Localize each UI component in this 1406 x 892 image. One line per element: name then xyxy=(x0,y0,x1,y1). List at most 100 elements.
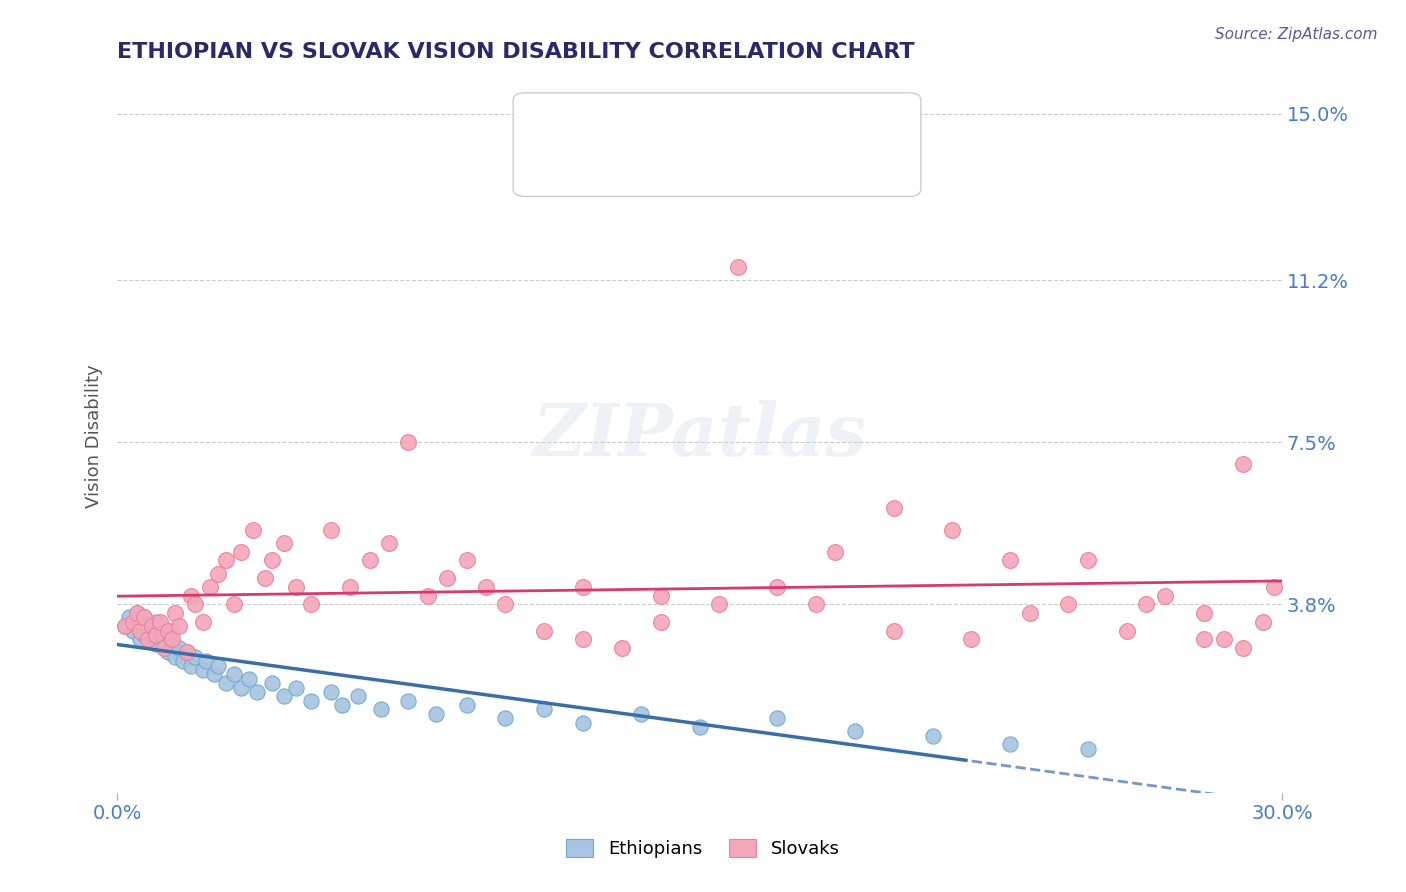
Point xyxy=(347,690,370,704)
Point xyxy=(1057,597,1080,611)
Point xyxy=(456,698,478,712)
Point xyxy=(231,545,253,559)
Point xyxy=(630,706,652,721)
Point xyxy=(766,711,789,725)
Point xyxy=(533,624,555,638)
Point xyxy=(396,435,419,450)
Point xyxy=(215,676,238,690)
Point xyxy=(436,571,458,585)
Point xyxy=(650,615,672,629)
Text: ZIPatlas: ZIPatlas xyxy=(533,401,866,471)
Point xyxy=(125,606,148,620)
Point xyxy=(1077,742,1099,756)
Point xyxy=(114,619,136,633)
Point xyxy=(1135,597,1157,611)
Point xyxy=(215,553,238,567)
Point xyxy=(883,624,905,638)
Point xyxy=(1232,457,1254,471)
Point xyxy=(136,632,159,647)
Point xyxy=(610,641,633,656)
Text: Source: ZipAtlas.com: Source: ZipAtlas.com xyxy=(1215,27,1378,42)
Point xyxy=(141,619,163,633)
Point xyxy=(456,553,478,567)
Point xyxy=(299,694,322,708)
Point xyxy=(172,654,194,668)
Point xyxy=(176,645,198,659)
Point xyxy=(176,645,198,659)
Point xyxy=(359,553,381,567)
Point xyxy=(998,553,1021,567)
Point xyxy=(533,702,555,716)
Point xyxy=(425,706,447,721)
Point xyxy=(253,571,276,585)
Point xyxy=(149,624,172,638)
Point xyxy=(824,545,846,559)
Point xyxy=(262,553,284,567)
Point xyxy=(136,624,159,638)
Text: ETHIOPIAN VS SLOVAK VISION DISABILITY CORRELATION CHART: ETHIOPIAN VS SLOVAK VISION DISABILITY CO… xyxy=(117,42,915,62)
Point xyxy=(114,619,136,633)
Point xyxy=(804,597,827,611)
Point xyxy=(160,632,183,647)
Point xyxy=(152,641,174,656)
Point xyxy=(416,589,439,603)
Point xyxy=(572,715,595,730)
Point xyxy=(650,589,672,603)
Point xyxy=(169,641,191,656)
Point xyxy=(339,580,361,594)
Point xyxy=(191,615,214,629)
Point xyxy=(319,685,342,699)
Point xyxy=(319,523,342,537)
Point xyxy=(998,738,1021,752)
Point xyxy=(1251,615,1274,629)
Point xyxy=(165,606,187,620)
Point xyxy=(273,536,295,550)
Point xyxy=(207,658,229,673)
Point xyxy=(246,685,269,699)
Legend: Ethiopians, Slovaks: Ethiopians, Slovaks xyxy=(560,831,846,865)
Point xyxy=(1115,624,1137,638)
Point xyxy=(921,729,943,743)
Point xyxy=(156,645,179,659)
Point xyxy=(191,663,214,677)
Point xyxy=(475,580,498,594)
Point xyxy=(125,606,148,620)
Point xyxy=(134,610,156,624)
Point xyxy=(169,619,191,633)
Point xyxy=(195,654,218,668)
Point xyxy=(494,597,516,611)
Point xyxy=(284,681,307,695)
Point xyxy=(238,672,260,686)
Point xyxy=(273,690,295,704)
Point xyxy=(1232,641,1254,656)
Point xyxy=(883,500,905,515)
Point xyxy=(1194,632,1216,647)
Point xyxy=(118,610,141,624)
Point xyxy=(284,580,307,594)
Y-axis label: Vision Disability: Vision Disability xyxy=(86,364,103,508)
Point xyxy=(152,641,174,656)
Point xyxy=(1263,580,1285,594)
Point xyxy=(222,667,245,681)
Point xyxy=(572,632,595,647)
Point xyxy=(145,637,167,651)
Point xyxy=(844,724,866,739)
Point xyxy=(299,597,322,611)
Point xyxy=(121,624,143,638)
Point xyxy=(145,615,167,629)
Point xyxy=(960,632,983,647)
Point xyxy=(941,523,963,537)
Point xyxy=(242,523,264,537)
Point xyxy=(121,615,143,629)
Point xyxy=(136,632,159,647)
Point xyxy=(152,632,174,647)
Point xyxy=(727,260,749,274)
Point xyxy=(134,610,156,624)
Point xyxy=(145,628,167,642)
Point xyxy=(202,667,225,681)
Point xyxy=(156,624,179,638)
Point xyxy=(141,619,163,633)
Point xyxy=(396,694,419,708)
Point xyxy=(180,658,202,673)
Point xyxy=(200,580,222,594)
